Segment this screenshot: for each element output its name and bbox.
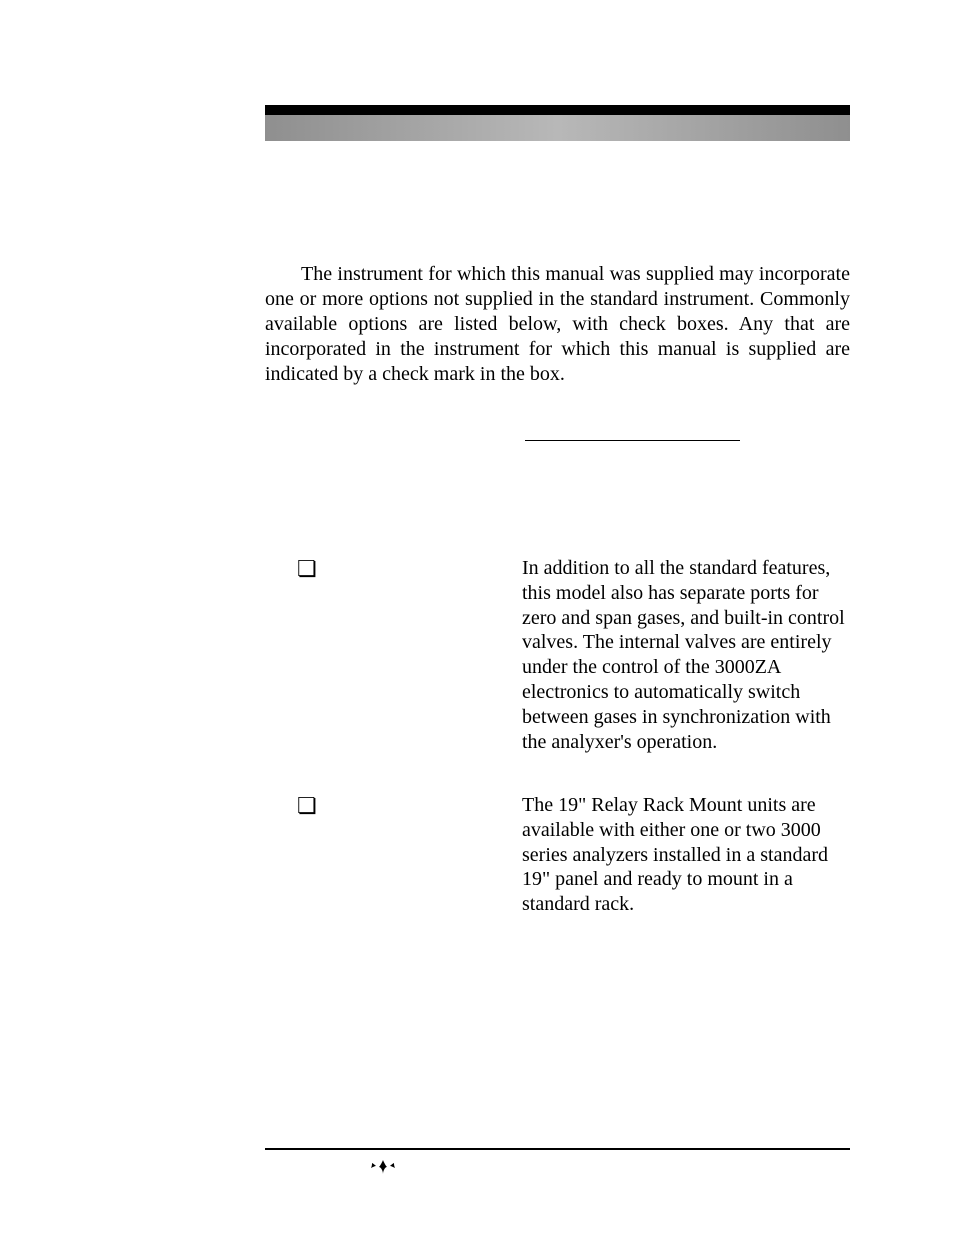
serial-number-line <box>525 440 740 441</box>
checkbox-icon[interactable]: ❏ <box>297 795 317 817</box>
footer-rule <box>265 1148 850 1150</box>
header-bar <box>265 105 850 141</box>
page: The instrument for which this manual was… <box>0 0 954 1235</box>
footer-logo-icon <box>368 1157 398 1177</box>
header-gray-band <box>265 115 850 141</box>
option-desc-valves: In addition to all the standard features… <box>522 556 850 754</box>
intro-text: The instrument for which this manual was… <box>265 263 850 385</box>
checkbox-icon[interactable]: ❏ <box>297 558 317 580</box>
intro-paragraph: The instrument for which this manual was… <box>265 262 850 387</box>
option-desc-rackmount: The 19" Relay Rack Mount units are avail… <box>522 793 850 917</box>
header-black-rule <box>265 105 850 115</box>
